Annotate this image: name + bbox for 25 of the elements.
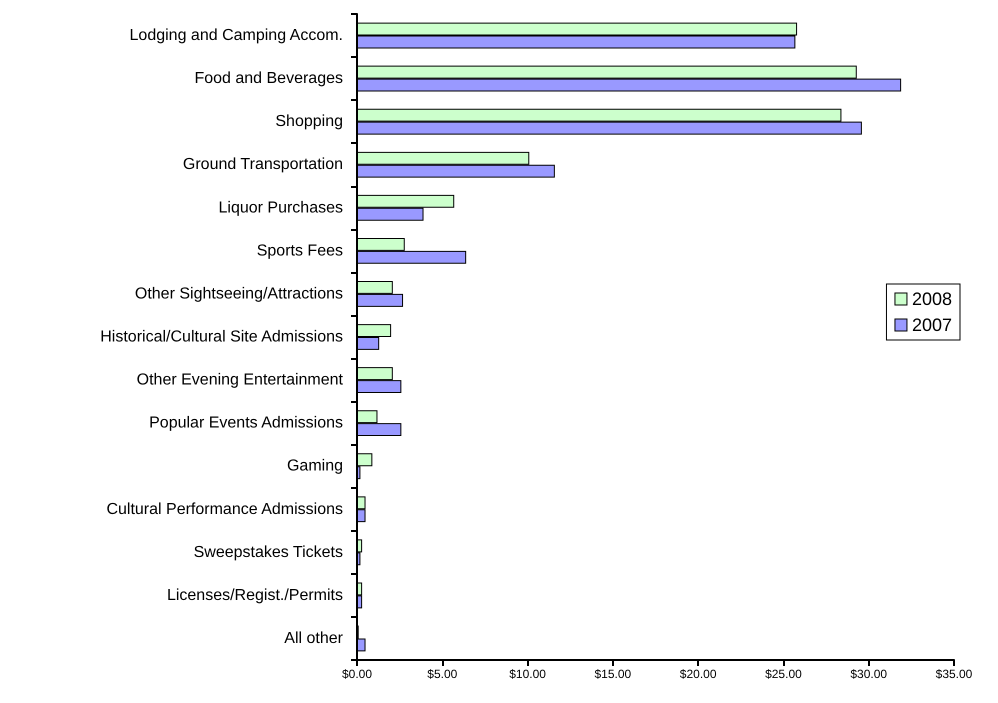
y-tick-label: Ground Transportation bbox=[182, 156, 343, 174]
y-tick-label: Shopping bbox=[275, 113, 343, 130]
x-tick-label: $25.00 bbox=[765, 667, 802, 681]
y-tick-label: Lodging and Camping Accom. bbox=[130, 27, 343, 44]
x-tick-label: $15.00 bbox=[594, 667, 632, 681]
x-tick-label: $10.00 bbox=[509, 667, 546, 681]
y-tick-label: Licenses/Regist./Permits bbox=[166, 586, 343, 604]
x-tick-label: $30.00 bbox=[850, 667, 888, 681]
y-tick-label: All other bbox=[284, 630, 344, 647]
legend-label: 2008 bbox=[912, 289, 952, 309]
x-tick-label: $5.00 bbox=[427, 667, 458, 681]
y-tick-label: Gaming bbox=[286, 458, 343, 475]
y-tick-label: Other Evening Entertainment bbox=[136, 372, 344, 389]
y-tick-label: Popular Events Admissions bbox=[149, 414, 343, 432]
x-tick-label: $35.00 bbox=[936, 667, 973, 681]
y-tick-label: Liquor Purchases bbox=[218, 199, 343, 216]
x-tick-label: $0.00 bbox=[342, 667, 372, 681]
y-tick-label: Food and Beverages bbox=[194, 70, 343, 88]
y-tick-label: Sports Fees bbox=[256, 242, 343, 260]
y-tick-label: Sweepstakes Tickets bbox=[194, 544, 343, 561]
y-tick-label: Other Sightseeing/Attractions bbox=[134, 285, 343, 302]
legend-label: 2007 bbox=[912, 315, 952, 335]
x-tick-label: $20.00 bbox=[680, 667, 717, 681]
y-tick-label: Historical/Cultural Site Admissions bbox=[100, 328, 343, 346]
y-tick-label: Cultural Performance Admissions bbox=[106, 500, 343, 518]
